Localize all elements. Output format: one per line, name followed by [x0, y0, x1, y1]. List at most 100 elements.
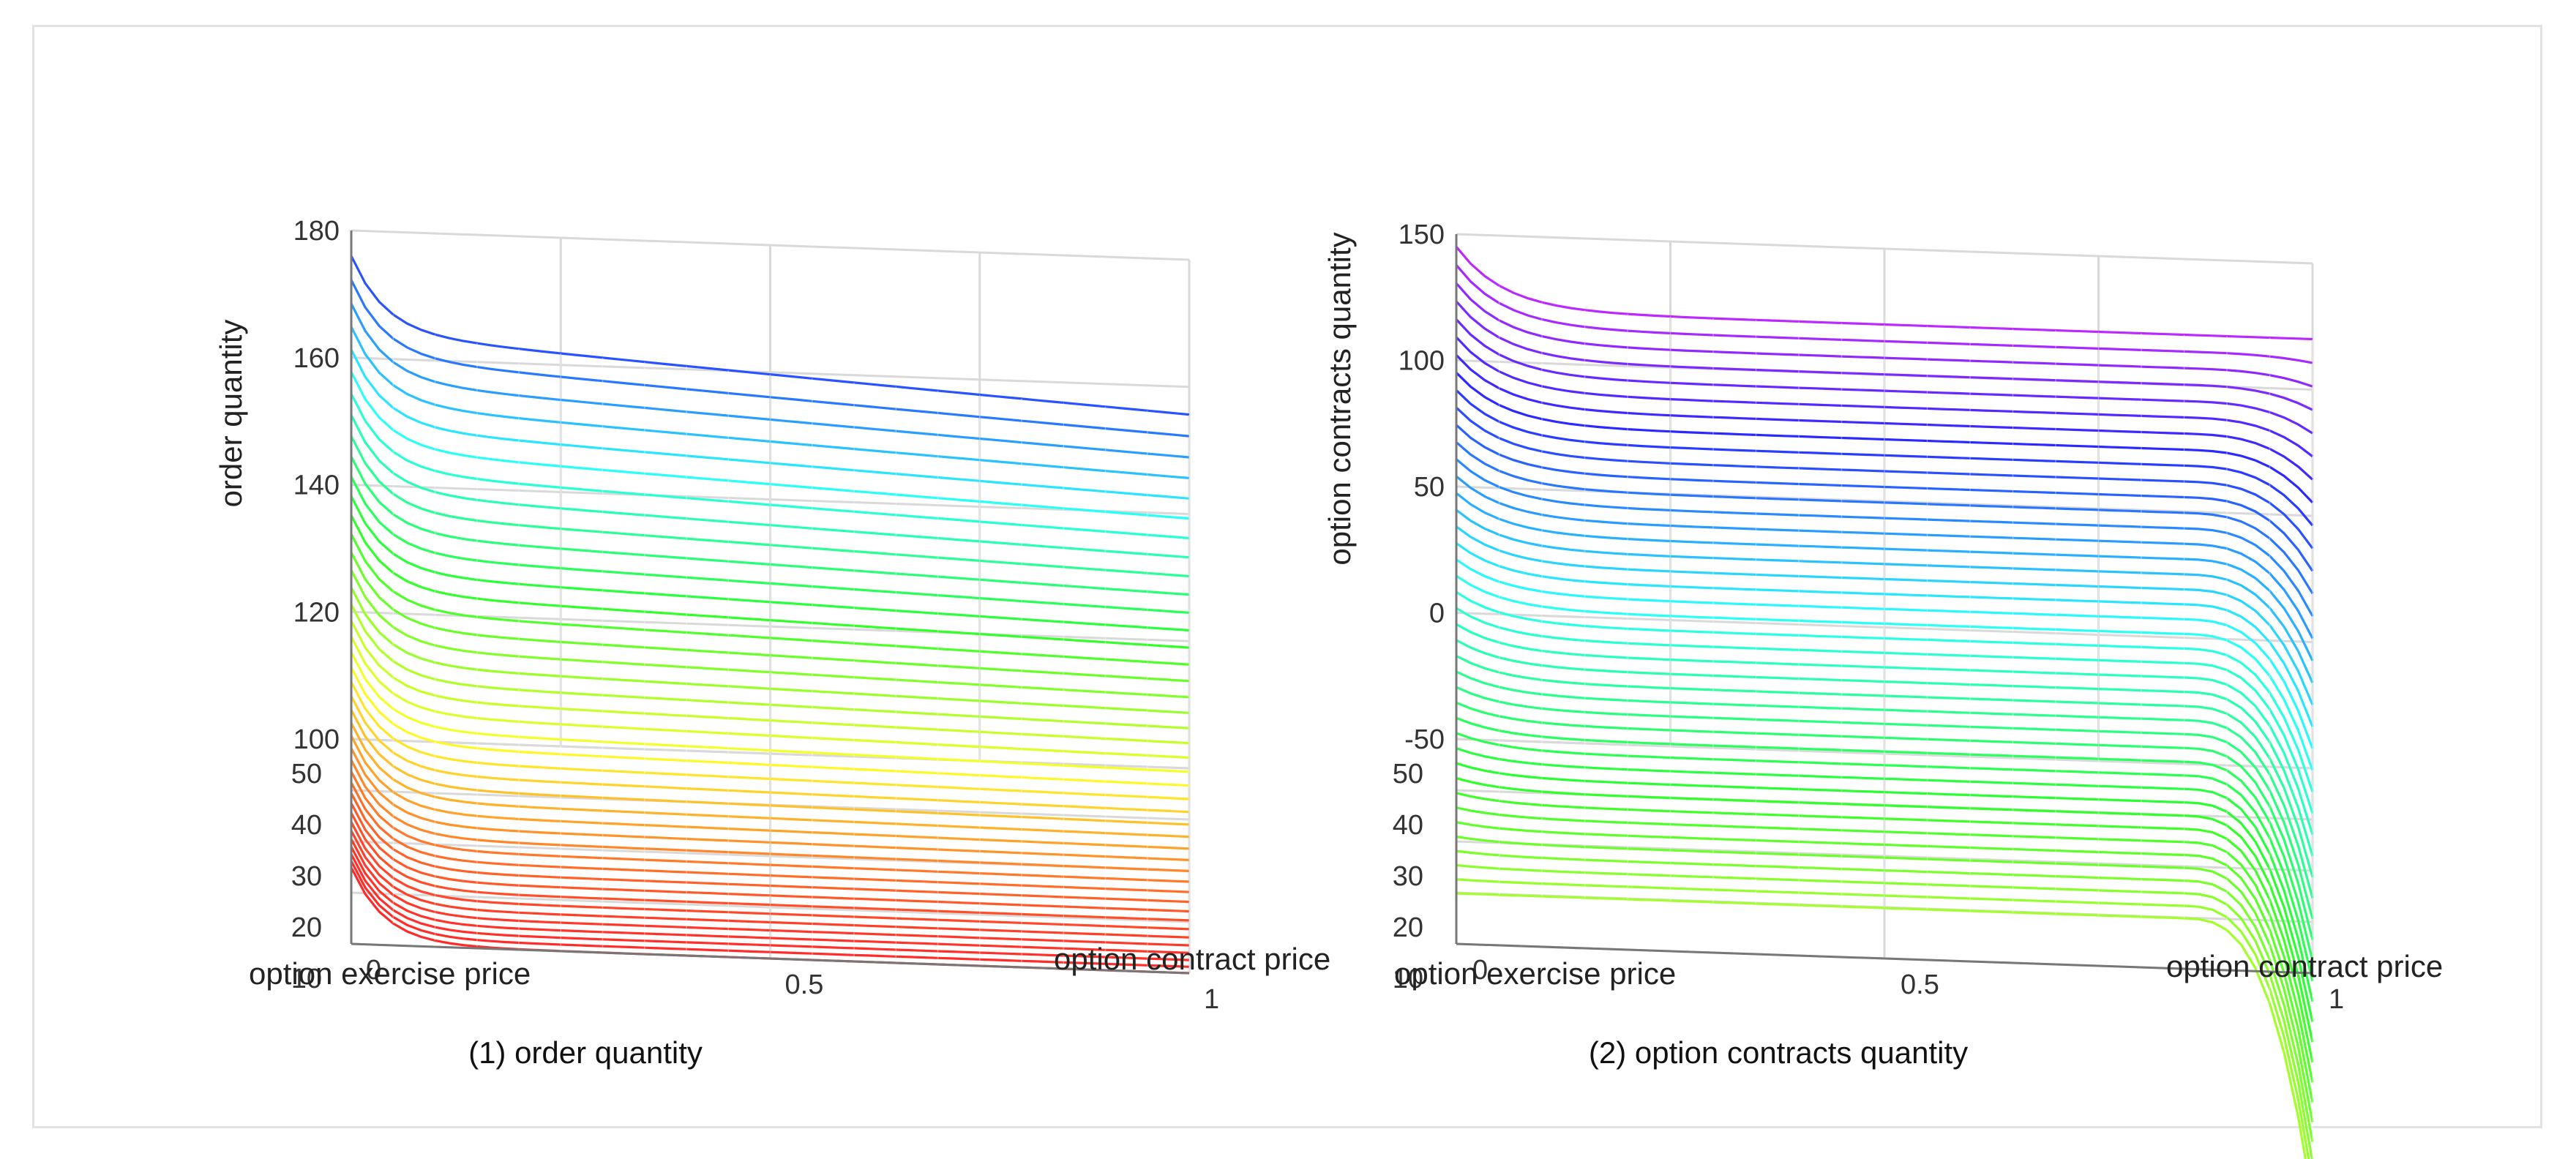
- surface-line: [1456, 590, 2314, 792]
- z-tick-label: 160: [293, 343, 340, 374]
- surface-line: [350, 533, 1190, 666]
- z-tick-label: 180: [293, 216, 340, 247]
- surface-line: [1456, 525, 2314, 705]
- surface-line: [350, 803, 1190, 913]
- z-tick-label: 140: [293, 470, 340, 501]
- x-tick-label: 1: [1204, 984, 1219, 1015]
- surface-line: [1456, 509, 2314, 683]
- y-tick-label: 10: [1393, 964, 1423, 994]
- surface-line: [1455, 318, 2313, 435]
- x-tick-label: 0.5: [785, 969, 824, 1000]
- surface-line: [1456, 623, 2314, 836]
- z-tick-label: 50: [1414, 472, 1445, 503]
- z-axis-label: order quantity: [214, 320, 248, 508]
- surface-line: [350, 792, 1190, 904]
- figure-frame: [32, 25, 2542, 1128]
- surface-line: [350, 349, 1190, 500]
- surface-line: [350, 604, 1190, 729]
- surface-line: [350, 255, 1190, 416]
- surface-line: [1455, 441, 2314, 595]
- surface-line: [350, 695, 1190, 814]
- surface-line: [1456, 777, 2314, 1043]
- x-tick-label: 0.5: [1901, 969, 1939, 1000]
- surface-line: [1455, 424, 2314, 572]
- surface-line: [1456, 655, 2314, 878]
- surface-line: [350, 326, 1190, 479]
- y-tick-label: 40: [1393, 810, 1423, 841]
- surface-line: [1456, 792, 2314, 1063]
- x-tick-label: 0: [1472, 955, 1488, 986]
- surface-line: [1456, 558, 2314, 749]
- surface-line: [1456, 747, 2314, 1002]
- surface-line: [1455, 336, 2313, 458]
- surface-line: [1455, 246, 2313, 341]
- surface-line: [350, 821, 1190, 931]
- surface-line: [350, 759, 1190, 873]
- surface-line: [350, 747, 1190, 861]
- surface-line: [350, 860, 1190, 968]
- x-tick-label: 1: [2329, 984, 2344, 1015]
- x-tick-label: 0: [366, 955, 381, 986]
- surface-line: [1456, 716, 2314, 961]
- z-tick-label: -50: [1404, 724, 1445, 755]
- surface-2: [1455, 246, 2314, 1159]
- surface-line: [350, 514, 1190, 649]
- grid-line: [351, 610, 1190, 642]
- surface-line: [350, 846, 1190, 954]
- surface-line: [350, 620, 1190, 745]
- z-tick-label: 100: [1399, 346, 1445, 377]
- surface-line: [350, 830, 1190, 939]
- surface-line: [350, 414, 1190, 559]
- surface-line: [1455, 282, 2313, 388]
- z-axis-label: option contracts quantity: [1322, 232, 1357, 565]
- surface-line: [1456, 806, 2314, 1083]
- axes-1: 100 120 140 160 180 10 20 30 40 50 0 0.5 1: [291, 216, 1219, 1015]
- surface-line: [350, 812, 1190, 922]
- chart-1: 100 120 140 160 180 10 20 30 40 50 0 0.5 1 order quan…: [214, 216, 1330, 1070]
- y-axis-label: option exercise price: [249, 956, 531, 991]
- surface-line: [1455, 458, 2314, 617]
- surface-line: [1455, 475, 2314, 639]
- chart-caption: (1) order quantity: [468, 1035, 703, 1070]
- surface-line: [1456, 701, 2314, 940]
- z-tick-label: 150: [1399, 220, 1445, 250]
- surface-line: [350, 495, 1190, 632]
- chart-caption: (2) option contracts quantity: [1589, 1035, 1968, 1070]
- surface-line: [350, 476, 1190, 614]
- surface-line: [1456, 849, 2314, 1142]
- surface-line: [350, 681, 1190, 800]
- surface-line: [350, 770, 1190, 883]
- surface-line: [350, 722, 1190, 839]
- surface-line: [350, 838, 1190, 947]
- surface-line: [1455, 389, 2314, 527]
- surface-line: [1456, 492, 2314, 661]
- z-tick-label: 100: [293, 724, 340, 755]
- surface-line: [1456, 863, 2314, 1159]
- surface-line: [1456, 574, 2314, 771]
- y-axis-label: option exercise price: [1394, 956, 1676, 991]
- surface-line: [350, 709, 1190, 826]
- surface-line: [1456, 732, 2314, 982]
- surface-line: [350, 781, 1190, 893]
- grid-line: [351, 229, 1190, 261]
- surface-line: [350, 651, 1190, 773]
- surface-line: [1456, 607, 2314, 814]
- z-tick-label: 0: [1429, 599, 1445, 629]
- surface-line: [1455, 372, 2314, 504]
- surface-line: [1456, 639, 2314, 857]
- surface-line: [1455, 354, 2314, 481]
- surface-line: [350, 371, 1190, 520]
- surface-line: [1456, 821, 2314, 1103]
- grid-line: [1456, 612, 2313, 643]
- surface-line: [1456, 542, 2314, 727]
- y-tick-label: 50: [291, 759, 322, 789]
- y-tick-label: 30: [1393, 861, 1423, 892]
- surface-line: [350, 636, 1190, 759]
- y-tick-label: 20: [1393, 912, 1423, 943]
- y-tick-label: 50: [1393, 759, 1423, 789]
- x-axis-line: [351, 942, 1190, 975]
- surface-line: [350, 667, 1190, 787]
- surface-line: [350, 853, 1190, 961]
- x-axis-label: option contract price: [1054, 942, 1330, 976]
